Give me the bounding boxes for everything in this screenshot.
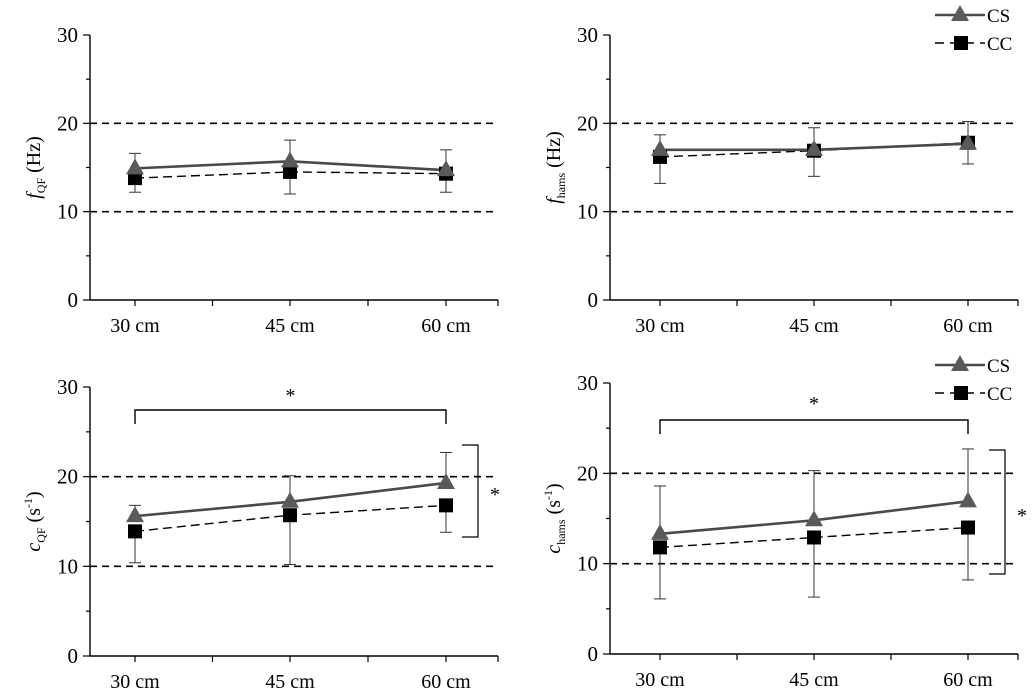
legend-marker-cc (954, 36, 968, 50)
y-tick-label: 30 (577, 23, 598, 47)
y-tick-label: 30 (57, 23, 78, 47)
data-point-cc (283, 508, 297, 523)
legend-label-cs: CS (987, 6, 1010, 27)
y-tick-label: 20 (57, 111, 78, 135)
legend-label-cs: CS (987, 356, 1010, 377)
significance-bracket (659, 419, 969, 434)
data-point-cs (437, 472, 455, 489)
significance-bracket-vertical (462, 444, 479, 538)
legend-label-cc: CC (987, 384, 1012, 405)
x-tick-label: 60 cm (421, 671, 471, 693)
data-point-cs (805, 139, 823, 156)
data-point-cc (128, 524, 142, 539)
x-tick-label: 45 cm (789, 669, 839, 691)
data-point-cs (651, 139, 669, 156)
y-tick-label: 20 (577, 111, 598, 135)
x-tick-label: 60 cm (943, 315, 993, 337)
data-point-cc (653, 540, 667, 555)
legend-marker-cc (954, 386, 968, 400)
y-tick-label: 10 (577, 200, 598, 224)
significance-star: * (1017, 505, 1027, 527)
x-tick-label: 30 cm (635, 315, 685, 337)
y-tick-label: 30 (577, 371, 598, 395)
y-tick-label: 10 (57, 554, 78, 578)
y-axis-label: fhams (Hz) (543, 131, 568, 204)
chart-panel-bottom-right: 0 10 20 30 30 cm 45 cm 60 cm chams (s-1) * * CS CC (541, 355, 1027, 691)
significance-bracket-vertical (989, 449, 1006, 575)
data-point-cc (807, 530, 821, 545)
data-point-cc (439, 498, 453, 513)
y-tick-label: 0 (588, 288, 599, 312)
chart-panel-top-right: 0 10 20 30 30 cm 45 cm 60 cm fhams (Hz) CS CC (543, 5, 1019, 337)
data-point-cs (437, 160, 455, 177)
x-tick-label: 30 cm (635, 669, 685, 691)
x-tick-label: 30 cm (110, 315, 160, 337)
x-tick-label: 45 cm (789, 315, 839, 337)
significance-star: * (490, 484, 500, 506)
data-point-cs (805, 510, 823, 527)
y-axis-label: fQF (Hz) (23, 136, 48, 199)
significance-star: * (809, 393, 819, 415)
data-point-cs (126, 506, 144, 523)
data-point-cs (281, 151, 299, 168)
y-tick-label: 10 (577, 552, 598, 576)
significance-star: * (286, 385, 296, 407)
x-tick-label: 45 cm (265, 315, 315, 337)
data-point-cs (281, 491, 299, 508)
data-point-cs (959, 491, 977, 508)
significance-bracket (134, 409, 447, 424)
data-point-cc (128, 171, 142, 186)
y-axis-label: chams (s-1) (541, 483, 568, 553)
data-point-cc (961, 520, 975, 535)
x-tick-label: 60 cm (943, 669, 993, 691)
legend: CS CC (935, 355, 1012, 405)
x-tick-label: 60 cm (421, 315, 471, 337)
y-tick-label: 20 (577, 461, 598, 485)
legend: CS CC (935, 5, 1012, 55)
data-point-cs (651, 523, 669, 540)
chart-panel-bottom-left: 0 10 20 30 30 cm 45 cm 60 cm cQF (s-1) * * (21, 375, 500, 693)
y-tick-label: 0 (588, 642, 599, 666)
data-point-cs (959, 133, 977, 150)
x-tick-label: 30 cm (110, 671, 160, 693)
data-point-cc (283, 164, 297, 179)
y-tick-label: 30 (57, 375, 78, 399)
legend-marker-cs (951, 5, 969, 21)
y-tick-label: 20 (57, 465, 78, 489)
legend-label-cc: CC (987, 34, 1012, 55)
x-tick-label: 45 cm (265, 671, 315, 693)
y-tick-label: 10 (57, 200, 78, 224)
chart-panel-top-left: 0 10 20 30 30 cm 45 cm 60 cm fQF (Hz) (23, 23, 499, 337)
y-tick-label: 0 (68, 288, 79, 312)
y-tick-label: 0 (68, 644, 79, 668)
legend-marker-cs (951, 355, 969, 371)
y-axis-label: cQF (s-1) (21, 491, 48, 551)
data-point-cs (126, 158, 144, 175)
